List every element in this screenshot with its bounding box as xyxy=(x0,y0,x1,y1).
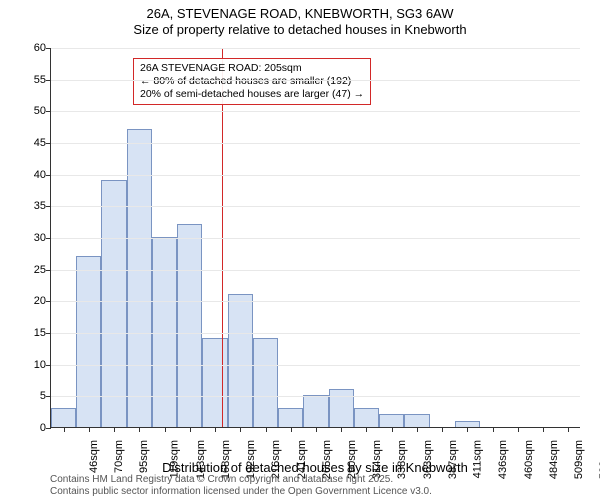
y-tick-label: 25 xyxy=(18,264,46,276)
histogram-bar xyxy=(354,408,379,427)
gridline-h xyxy=(51,365,580,366)
x-tick-mark xyxy=(417,427,418,432)
y-tick-label: 55 xyxy=(18,74,46,86)
histogram-bar xyxy=(152,237,177,427)
gridline-h xyxy=(51,238,580,239)
x-tick-mark xyxy=(64,427,65,432)
gridline-h xyxy=(51,175,580,176)
x-tick-mark xyxy=(543,427,544,432)
x-tick-mark xyxy=(114,427,115,432)
y-tick-label: 10 xyxy=(18,359,46,371)
x-tick-mark xyxy=(341,427,342,432)
x-tick-mark xyxy=(493,427,494,432)
y-tick-mark xyxy=(46,111,51,112)
histogram-bar xyxy=(76,256,101,427)
y-tick-label: 5 xyxy=(18,390,46,402)
x-tick-mark xyxy=(139,427,140,432)
y-tick-mark xyxy=(46,48,51,49)
gridline-h xyxy=(51,301,580,302)
histogram-bar xyxy=(101,180,126,427)
x-tick-mark xyxy=(392,427,393,432)
footer-line2: Contains public sector information licen… xyxy=(50,486,432,498)
y-tick-label: 35 xyxy=(18,200,46,212)
x-tick-mark xyxy=(467,427,468,432)
x-tick-mark xyxy=(89,427,90,432)
annotation-line: 20% of semi-detached houses are larger (… xyxy=(140,88,364,101)
y-tick-mark xyxy=(46,428,51,429)
y-tick-label: 45 xyxy=(18,137,46,149)
gridline-h xyxy=(51,143,580,144)
gridline-h xyxy=(51,270,580,271)
y-tick-mark xyxy=(46,80,51,81)
histogram-bar xyxy=(228,294,253,427)
x-tick-mark xyxy=(291,427,292,432)
y-tick-mark xyxy=(46,270,51,271)
title-line1: 26A, STEVENAGE ROAD, KNEBWORTH, SG3 6AW xyxy=(0,6,600,22)
x-tick-mark xyxy=(316,427,317,432)
histogram-bar xyxy=(253,338,278,427)
x-tick-mark xyxy=(266,427,267,432)
y-tick-mark xyxy=(46,238,51,239)
y-tick-mark xyxy=(46,365,51,366)
annotation-line: ← 80% of detached houses are smaller (19… xyxy=(140,75,364,88)
y-tick-mark xyxy=(46,206,51,207)
x-axis-label: Distribution of detached houses by size … xyxy=(50,460,580,475)
title-block: 26A, STEVENAGE ROAD, KNEBWORTH, SG3 6AW … xyxy=(0,0,600,39)
gridline-h xyxy=(51,333,580,334)
title-line2: Size of property relative to detached ho… xyxy=(0,22,600,38)
x-tick-mark xyxy=(190,427,191,432)
annotation-box: 26A STEVENAGE ROAD: 205sqm← 80% of detac… xyxy=(133,58,371,105)
annotation-line: 26A STEVENAGE ROAD: 205sqm xyxy=(140,62,364,75)
gridline-h xyxy=(51,396,580,397)
gridline-h xyxy=(51,206,580,207)
x-tick-mark xyxy=(165,427,166,432)
chart-container: 26A, STEVENAGE ROAD, KNEBWORTH, SG3 6AW … xyxy=(0,0,600,500)
y-tick-label: 20 xyxy=(18,295,46,307)
x-tick-mark xyxy=(215,427,216,432)
y-tick-label: 15 xyxy=(18,327,46,339)
histogram-bar xyxy=(379,414,404,427)
plot-area: 26A STEVENAGE ROAD: 205sqm← 80% of detac… xyxy=(50,48,580,428)
footer: Contains HM Land Registry data © Crown c… xyxy=(50,474,432,498)
y-tick-mark xyxy=(46,175,51,176)
gridline-h xyxy=(51,48,580,49)
y-tick-label: 40 xyxy=(18,169,46,181)
y-tick-label: 30 xyxy=(18,232,46,244)
plot-wrap: 26A STEVENAGE ROAD: 205sqm← 80% of detac… xyxy=(50,48,580,428)
histogram-bar xyxy=(202,338,227,427)
y-tick-mark xyxy=(46,301,51,302)
histogram-bar xyxy=(51,408,76,427)
x-tick-mark xyxy=(366,427,367,432)
gridline-h xyxy=(51,80,580,81)
histogram-bar xyxy=(329,389,354,427)
x-tick-mark xyxy=(568,427,569,432)
y-tick-label: 50 xyxy=(18,105,46,117)
x-tick-mark xyxy=(442,427,443,432)
footer-line1: Contains HM Land Registry data © Crown c… xyxy=(50,474,432,486)
y-tick-mark xyxy=(46,143,51,144)
x-tick-mark xyxy=(518,427,519,432)
y-tick-label: 0 xyxy=(18,422,46,434)
histogram-bar xyxy=(404,414,429,427)
y-tick-mark xyxy=(46,333,51,334)
y-tick-mark xyxy=(46,396,51,397)
x-tick-mark xyxy=(240,427,241,432)
gridline-h xyxy=(51,111,580,112)
histogram-bar xyxy=(303,395,328,427)
histogram-bar xyxy=(278,408,303,427)
y-tick-label: 60 xyxy=(18,42,46,54)
